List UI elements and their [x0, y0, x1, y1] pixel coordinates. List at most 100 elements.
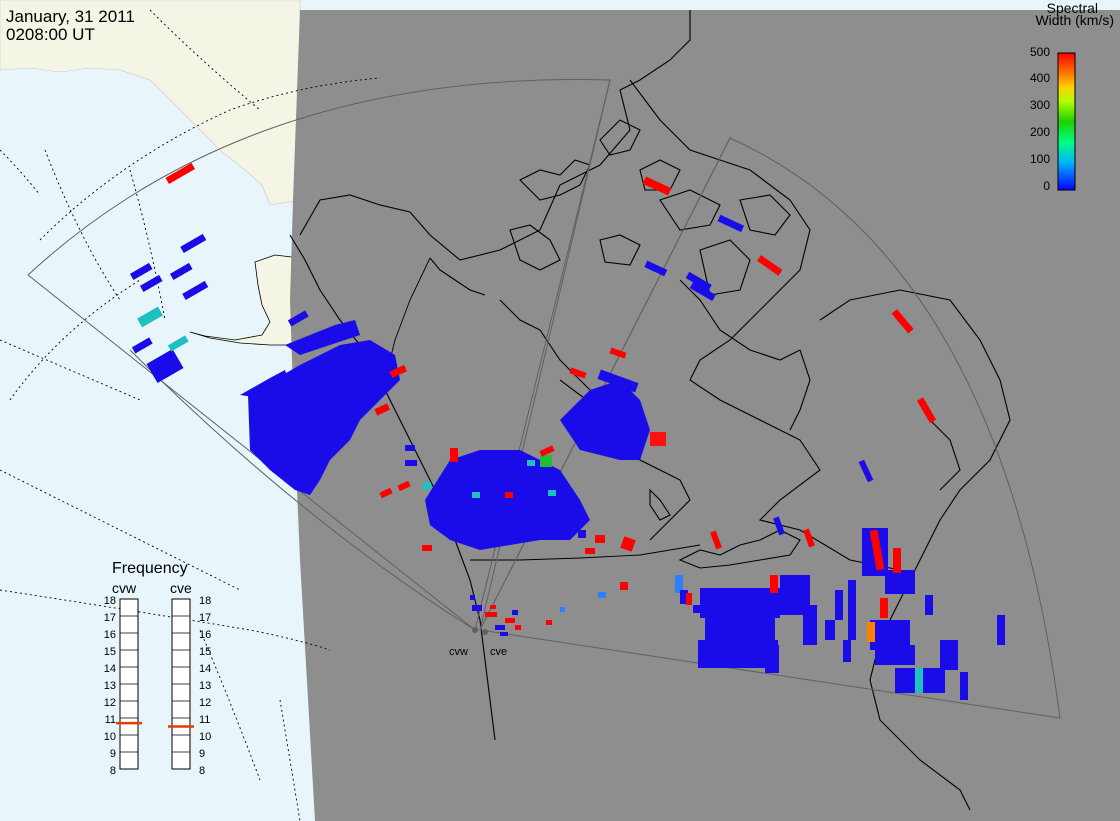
backscatter-gate [650, 432, 666, 446]
frequency-scale-label: 9 [199, 748, 206, 760]
backscatter-gate [925, 595, 933, 615]
backscatter-gate [773, 516, 785, 536]
frequency-panel-title: Frequency [112, 560, 188, 577]
backscatter-gate [169, 262, 193, 280]
backscatter-gate [423, 482, 431, 490]
backscatter-gate [675, 575, 683, 593]
backscatter-gate [700, 588, 780, 618]
scatter-near-site [470, 595, 521, 636]
frequency-radar-label: cvw [112, 580, 137, 596]
backscatter-gate [560, 607, 565, 612]
backscatter-gate [180, 233, 207, 253]
colorbar-gradient [1057, 52, 1076, 191]
backscatter-gate [765, 645, 779, 673]
backscatter-gate [450, 448, 458, 462]
graticule [0, 9, 381, 821]
colorbar-title-line2: Width (km/s) [1035, 12, 1114, 28]
backscatter-gate [287, 310, 309, 327]
backscatter-gate [710, 530, 722, 550]
backscatter-gate [642, 176, 672, 196]
backscatter-gate [146, 348, 184, 384]
colorbar-tick: 400 [1029, 71, 1050, 85]
backscatter-gate [609, 347, 627, 359]
frequency-scale-label: 13 [199, 680, 212, 692]
backscatter-gate [139, 274, 163, 292]
backscatter-gate [539, 445, 555, 457]
backscatter-gate [698, 640, 778, 668]
backscatter-gate [843, 640, 851, 662]
time-label: 0208:00 UT [6, 25, 95, 44]
frequency-scale-label: 15 [103, 646, 116, 658]
frequency-scale-label: 14 [103, 663, 116, 675]
backscatter-gate [825, 620, 835, 640]
backscatter-gate [686, 593, 692, 605]
frequency-scale-label: 18 [103, 595, 116, 607]
frequency-scale-label: 11 [199, 714, 211, 726]
frequency-scale-label: 8 [109, 765, 116, 777]
backscatter-gate [505, 492, 513, 498]
backscatter-patch [560, 380, 650, 460]
frequency-radar-label: cve [170, 580, 192, 596]
backscatter-gate [620, 582, 628, 590]
colorbar-tick: 300 [1029, 98, 1050, 112]
backscatter-gate [422, 545, 432, 551]
backscatter-gate [717, 214, 745, 233]
backscatter-gate [389, 364, 407, 379]
backscatter-gate [693, 605, 701, 613]
frequency-scale-label: 17 [103, 612, 116, 624]
backscatter-gate [893, 548, 901, 573]
backscatter-gate [803, 528, 815, 548]
land-day [0, 0, 301, 206]
colorbar-tick: 0 [1043, 179, 1050, 193]
backscatter-gate [490, 605, 496, 609]
backscatter-gate [540, 455, 552, 467]
colorbar-tick: 200 [1029, 125, 1050, 139]
frequency-scale-label: 10 [103, 731, 116, 743]
colorbar-title-line1: Spectral [1046, 0, 1098, 16]
fov-outlines [27, 79, 1061, 719]
backscatter-gate [495, 625, 505, 630]
backscatter-gate [137, 306, 163, 328]
backscatter-gate [548, 490, 556, 496]
frequency-scale-label: 8 [199, 765, 206, 777]
backscatter-gate [505, 618, 515, 623]
backscatter-gate [500, 632, 508, 636]
backscatter-gate [512, 610, 518, 615]
backscatter-patch [285, 320, 360, 355]
frequency-scale-label: 17 [199, 612, 212, 624]
backscatter-gate [597, 369, 639, 393]
colorbar-tick: 500 [1029, 45, 1050, 59]
backscatter-gate [165, 162, 195, 184]
backscatter-gate [167, 335, 189, 352]
backscatter-gate [885, 570, 915, 594]
frequency-scale-label: 16 [199, 629, 212, 641]
backscatter-gate [875, 645, 915, 665]
backscatter-gate [585, 548, 595, 554]
backscatter-gate [129, 262, 153, 280]
backscatter-gate [472, 605, 482, 611]
frequency-scale-label: 10 [199, 731, 212, 743]
frequency-scale-label: 12 [199, 697, 212, 709]
backscatter-gate [689, 281, 716, 301]
backscatter-gate [397, 480, 411, 492]
frequency-gridlines [120, 615, 190, 753]
backscatter-gate [527, 460, 535, 466]
frequency-scale-label: 14 [199, 663, 212, 675]
backscatter-gate [595, 535, 605, 543]
backscatter-gate [880, 598, 888, 618]
backscatter-gate [405, 460, 417, 466]
backscatter-gate [472, 492, 480, 498]
backscatter-gate [917, 397, 937, 424]
frequency-scale-label: 9 [109, 748, 116, 760]
backscatter-gate [485, 612, 497, 617]
backscatter-gate [405, 445, 415, 451]
backscatter-patch [240, 370, 290, 398]
scatter-cve [642, 176, 1005, 700]
backscatter-gate [960, 672, 968, 700]
backscatter-gate [770, 575, 778, 593]
date-label: January, 31 2011 [6, 7, 135, 26]
backscatter-gate [803, 605, 817, 645]
backscatter-gate [644, 260, 668, 277]
